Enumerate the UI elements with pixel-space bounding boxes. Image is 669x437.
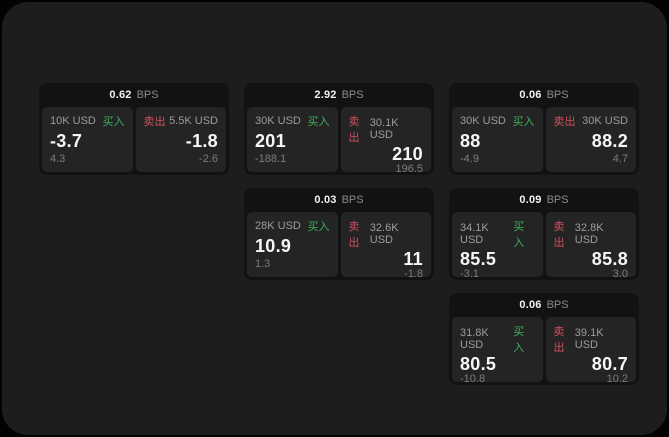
sell-panel[interactable]: 卖出 30K USD 88.2 4.7 [545,107,636,172]
buy-panel[interactable]: 10K USD 买入 -3.7 4.3 [42,107,133,172]
sell-change: -1.8 [404,268,423,280]
sell-side-label: 卖出 [553,326,565,354]
bps-header: 0.09 BPS [452,188,636,212]
sell-panel[interactable]: 卖出 39.1K USD 80.7 10.2 [545,317,636,385]
buy-panel[interactable]: 30K USD 买入 201 -188.1 [247,107,338,172]
buy-change: 1.3 [255,258,271,270]
buy-size-label: 34.1K USD [460,222,489,246]
buy-price: 85.5 [460,249,497,269]
buy-panel[interactable]: 34.1K USD 买入 85.5 -3.1 [452,212,543,280]
bps-value: 0.09 [519,194,542,206]
sell-size-label: 32.8K USD [574,222,604,246]
bps-header: 2.92 BPS [247,83,431,107]
bps-unit-label: BPS [546,194,569,206]
buy-change: -10.8 [460,373,486,385]
sell-panel[interactable]: 卖出 32.6K USD 11 -1.8 [340,212,431,280]
sell-side-label: 卖出 [348,221,360,249]
sell-size-label: 39.1K USD [574,327,604,351]
bps-header: 0.62 BPS [42,83,226,107]
sell-panel[interactable]: 卖出 32.8K USD 85.8 3.0 [545,212,636,280]
sell-panel[interactable]: 卖出 5.5K USD -1.8 -2.6 [135,107,226,172]
bps-unit-label: BPS [341,194,364,206]
buy-price: -3.7 [50,131,83,151]
sell-price: 11 [403,249,423,269]
buy-side-label: 买入 [102,116,125,128]
quote-card: 0.09 BPS 34.1K USD 买入 85.5 -3.1 卖出 32.8K… [449,188,639,280]
buy-size-label: 30K USD [255,115,301,127]
buy-change: -188.1 [255,153,287,165]
sell-price: 88.2 [591,131,628,151]
buy-size-label: 31.8K USD [460,327,489,351]
buy-price: 80.5 [460,354,497,374]
buy-price: 10.9 [255,236,292,256]
sell-change: 3.0 [612,268,628,280]
buy-side-label: 买入 [513,326,525,354]
quote-card: 2.92 BPS 30K USD 买入 201 -188.1 卖出 30.1K … [244,83,434,175]
sell-side-label: 卖出 [553,116,576,128]
sell-change: 196.5 [395,163,423,175]
bps-unit-label: BPS [341,89,364,101]
buy-size-label: 10K USD [50,115,96,127]
buy-change: 4.3 [50,153,66,165]
sell-price: 210 [392,144,423,164]
buy-change: -3.1 [460,268,479,280]
buy-change: -4.9 [460,153,479,165]
bps-unit-label: BPS [546,299,569,311]
bps-value: 0.62 [109,89,132,101]
buy-price: 201 [255,131,286,151]
sell-side-label: 卖出 [143,116,166,128]
sell-size-label: 5.5K USD [169,115,218,127]
sell-side-label: 卖出 [348,116,360,144]
buy-side-label: 买入 [513,221,525,249]
buy-side-label: 买入 [512,116,535,128]
buy-panel[interactable]: 31.8K USD 买入 80.5 -10.8 [452,317,543,385]
sell-change: 4.7 [612,153,628,165]
sell-price: 80.7 [591,354,628,374]
bps-header: 0.03 BPS [247,188,431,212]
bps-unit-label: BPS [136,89,159,101]
bps-value: 2.92 [314,89,337,101]
buy-size-label: 28K USD [255,220,301,232]
sell-side-label: 卖出 [553,221,565,249]
bps-header: 0.06 BPS [452,293,636,317]
sell-change: -2.6 [199,153,218,165]
sell-size-label: 30.1K USD [369,117,399,141]
buy-panel[interactable]: 28K USD 买入 10.9 1.3 [247,212,338,277]
sell-price: 85.8 [591,249,628,269]
quote-card: 0.06 BPS 31.8K USD 买入 80.5 -10.8 卖出 39.1… [449,293,639,385]
sell-change: 10.2 [606,373,628,385]
buy-size-label: 30K USD [460,115,506,127]
quote-card: 0.03 BPS 28K USD 买入 10.9 1.3 卖出 32.6K US… [244,188,434,280]
sell-size-label: 30K USD [582,115,628,127]
bps-value: 0.06 [519,89,542,101]
sell-panel[interactable]: 卖出 30.1K USD 210 196.5 [340,107,431,175]
bps-unit-label: BPS [546,89,569,101]
bps-value: 0.06 [519,299,542,311]
bps-header: 0.06 BPS [452,83,636,107]
quote-card: 0.62 BPS 10K USD 买入 -3.7 4.3 卖出 5.5K USD… [39,83,229,175]
buy-side-label: 买入 [307,116,330,128]
buy-price: 88 [460,131,481,151]
sell-size-label: 32.6K USD [369,222,399,246]
buy-side-label: 买入 [307,221,330,233]
buy-panel[interactable]: 30K USD 买入 88 -4.9 [452,107,543,172]
bps-value: 0.03 [314,194,337,206]
quote-card: 0.06 BPS 30K USD 买入 88 -4.9 卖出 30K USD 8… [449,83,639,175]
sell-price: -1.8 [185,131,218,151]
